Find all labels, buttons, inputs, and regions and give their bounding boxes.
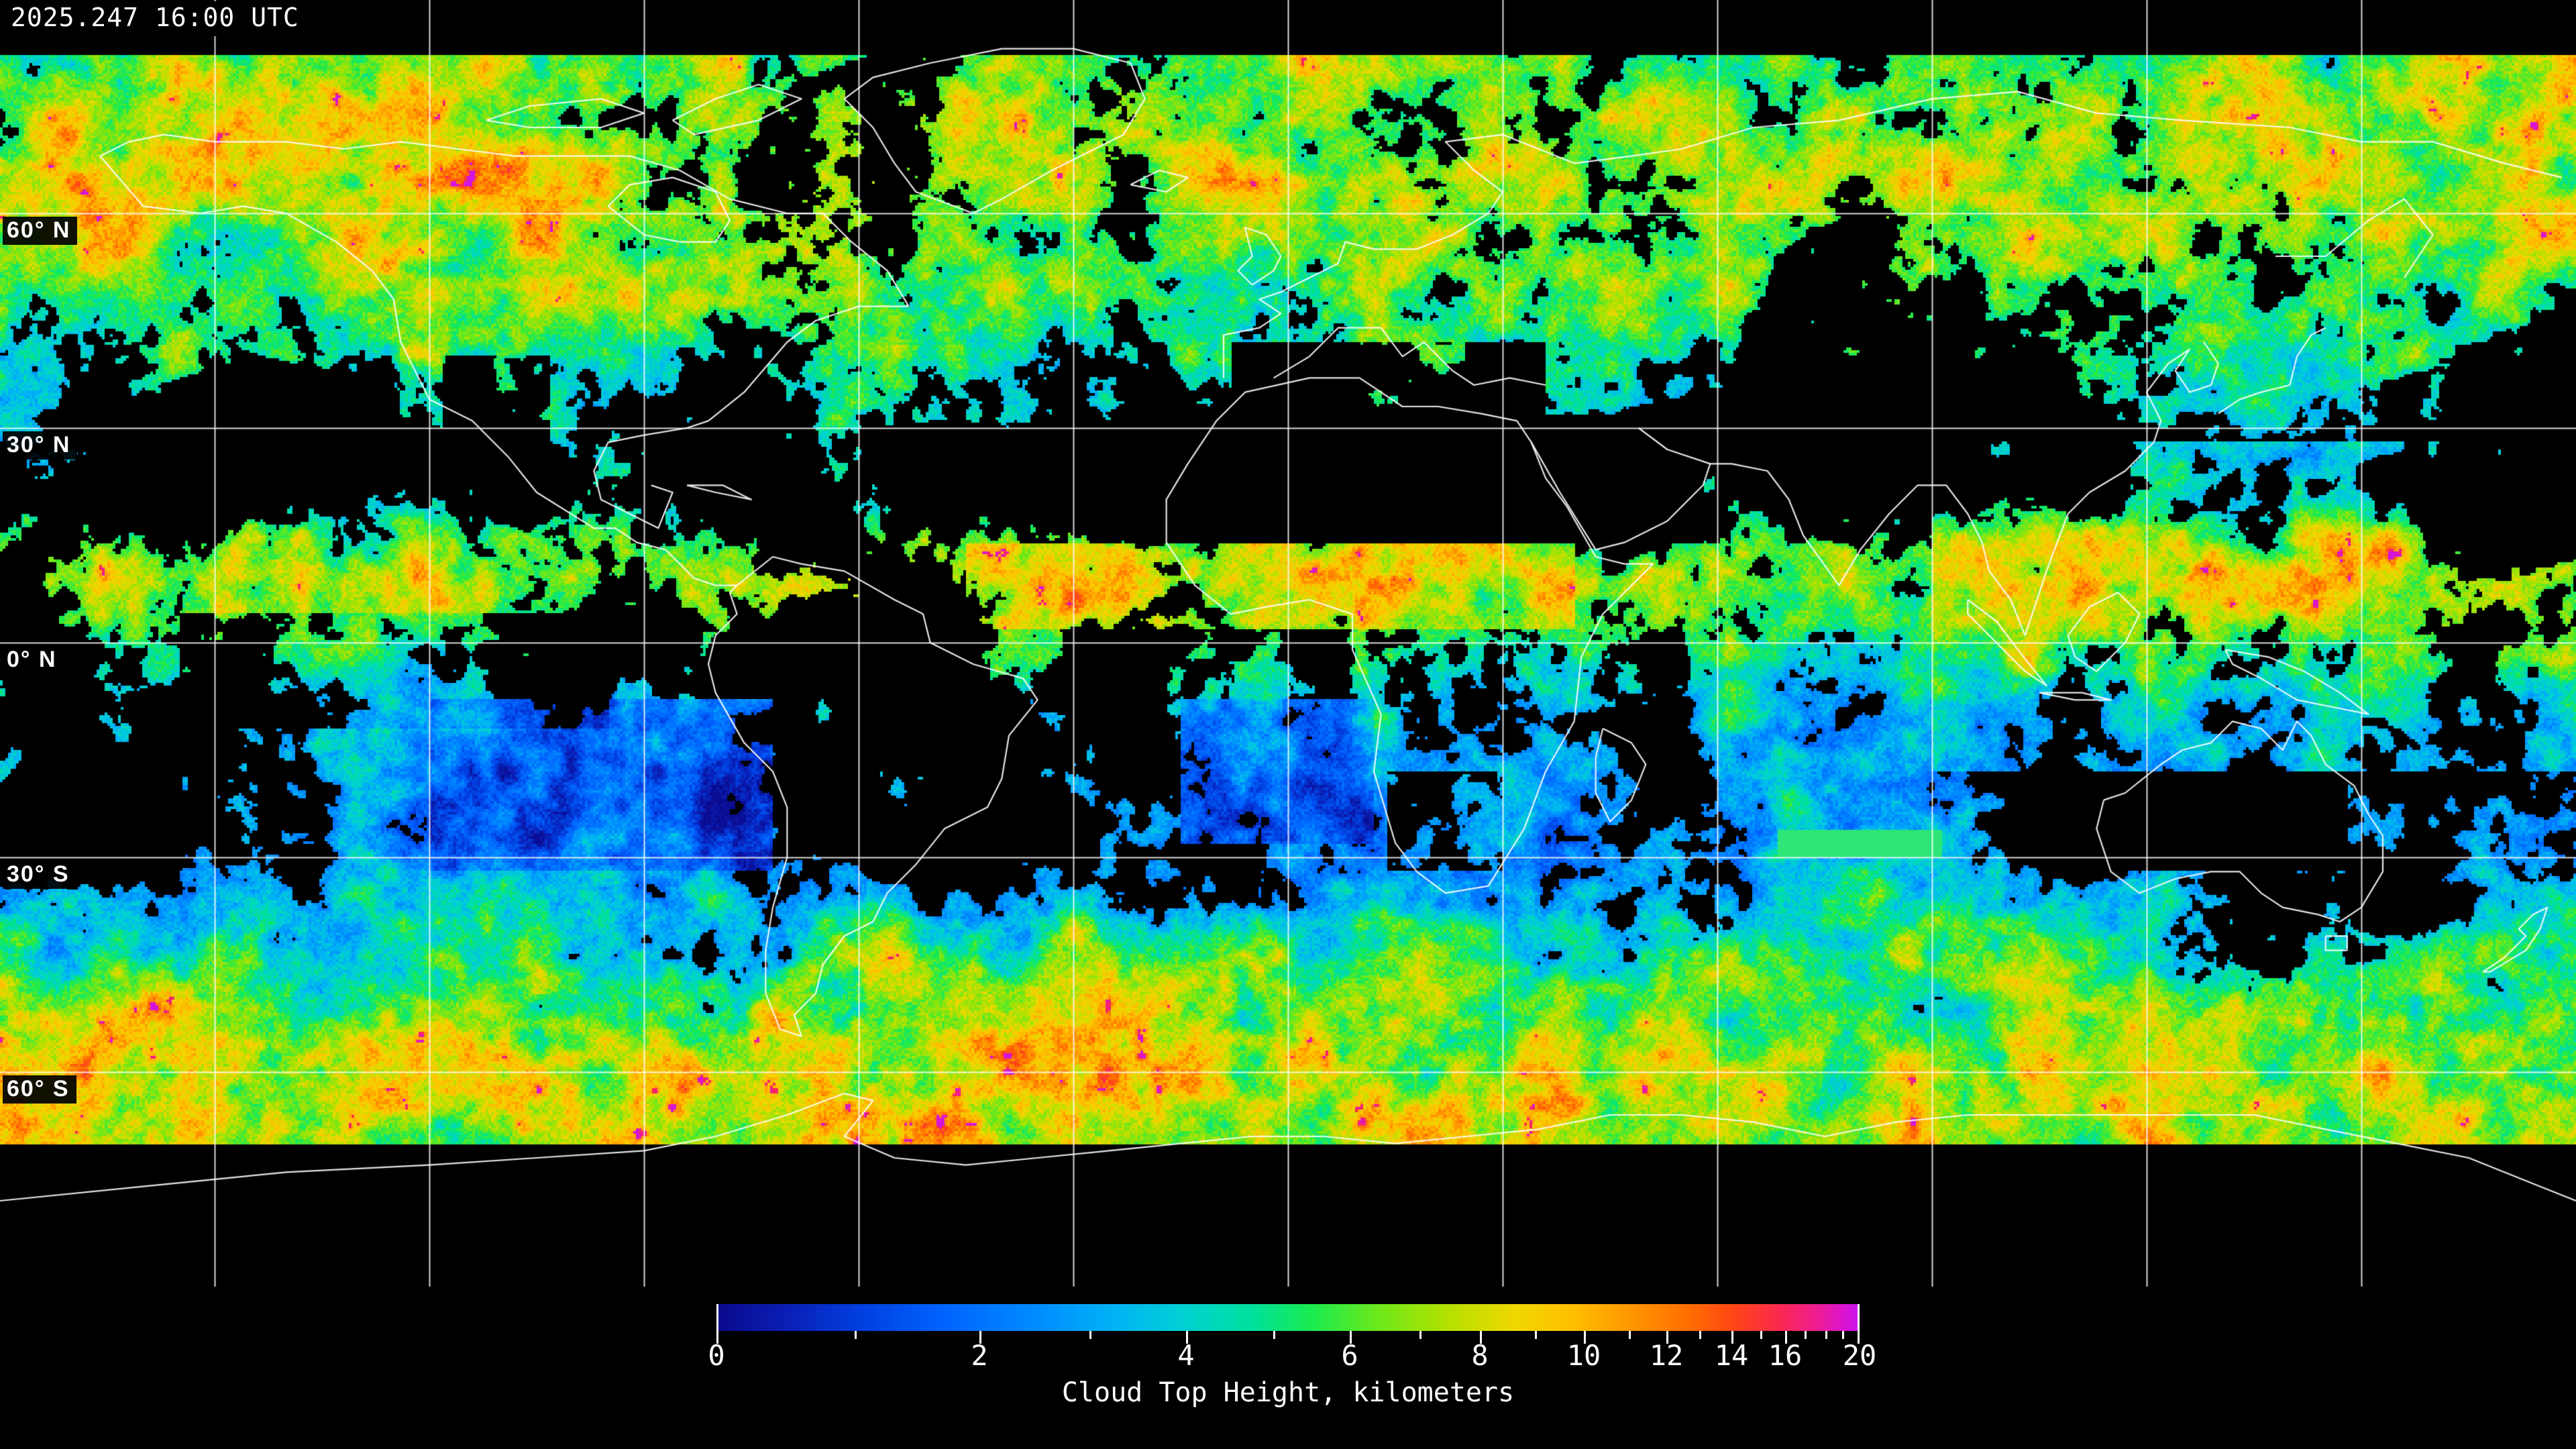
colorbar-minor-tick [1419, 1331, 1421, 1339]
latitude-label: 30° N [3, 431, 78, 460]
colorbar-minor-tick [1805, 1331, 1807, 1339]
colorbar-minor-tick [1825, 1331, 1827, 1339]
colorbar-minor-tick [1760, 1331, 1762, 1339]
colorbar-major-tick [1480, 1331, 1482, 1344]
latitude-label: 60° N [3, 216, 78, 245]
latitude-label: 0° N [3, 646, 64, 674]
colorbar-major-tick [1858, 1304, 1860, 1344]
colorbar-minor-tick [1089, 1331, 1091, 1339]
colorbar-major-tick [1584, 1331, 1586, 1344]
colorbar-major-tick [1731, 1331, 1733, 1344]
colorbar-major-tick [1666, 1331, 1668, 1344]
colorbar-tick-label: 16 [1768, 1339, 1803, 1372]
colorbar-gradient [716, 1304, 1860, 1331]
colorbar-tick-label: 2 [971, 1339, 988, 1372]
colorbar-tick-label: 12 [1649, 1339, 1684, 1372]
world-cloud-top-map [0, 0, 2576, 1288]
colorbar-minor-tick [1842, 1331, 1844, 1339]
colorbar-major-tick [1785, 1331, 1787, 1344]
colorbar-minor-tick [1273, 1331, 1275, 1339]
colorbar-tick-label: 20 [1842, 1339, 1877, 1372]
colorbar-tick-label: 10 [1566, 1339, 1601, 1372]
colorbar-major-tick [1186, 1331, 1188, 1344]
latitude-label: 30° S [3, 861, 76, 889]
timestamp: 2025.247 16:00 UTC [9, 1, 306, 36]
colorbar-minor-tick [855, 1331, 857, 1339]
colorbar-tick-label: 4 [1177, 1339, 1195, 1372]
colorbar: 0 2 4 6 8 10 12 14 16 20 Cloud Top Height, kilome… [708, 1304, 1876, 1438]
colorbar-tick-label: 14 [1714, 1339, 1749, 1372]
colorbar-tick-label: 0 [708, 1339, 725, 1372]
colorbar-minor-tick [1699, 1331, 1701, 1339]
colorbar-major-tick [979, 1331, 981, 1344]
colorbar-minor-tick [1535, 1331, 1537, 1339]
colorbar-major-tick [1350, 1331, 1352, 1344]
colorbar-title: Cloud Top Height, kilometers [1061, 1377, 1515, 1408]
colorbar-minor-tick [1629, 1331, 1631, 1339]
colorbar-tick-label: 8 [1471, 1339, 1489, 1372]
colorbar-major-tick [716, 1304, 718, 1344]
latitude-label: 60° S [3, 1075, 76, 1104]
colorbar-tick-label: 6 [1341, 1339, 1358, 1372]
